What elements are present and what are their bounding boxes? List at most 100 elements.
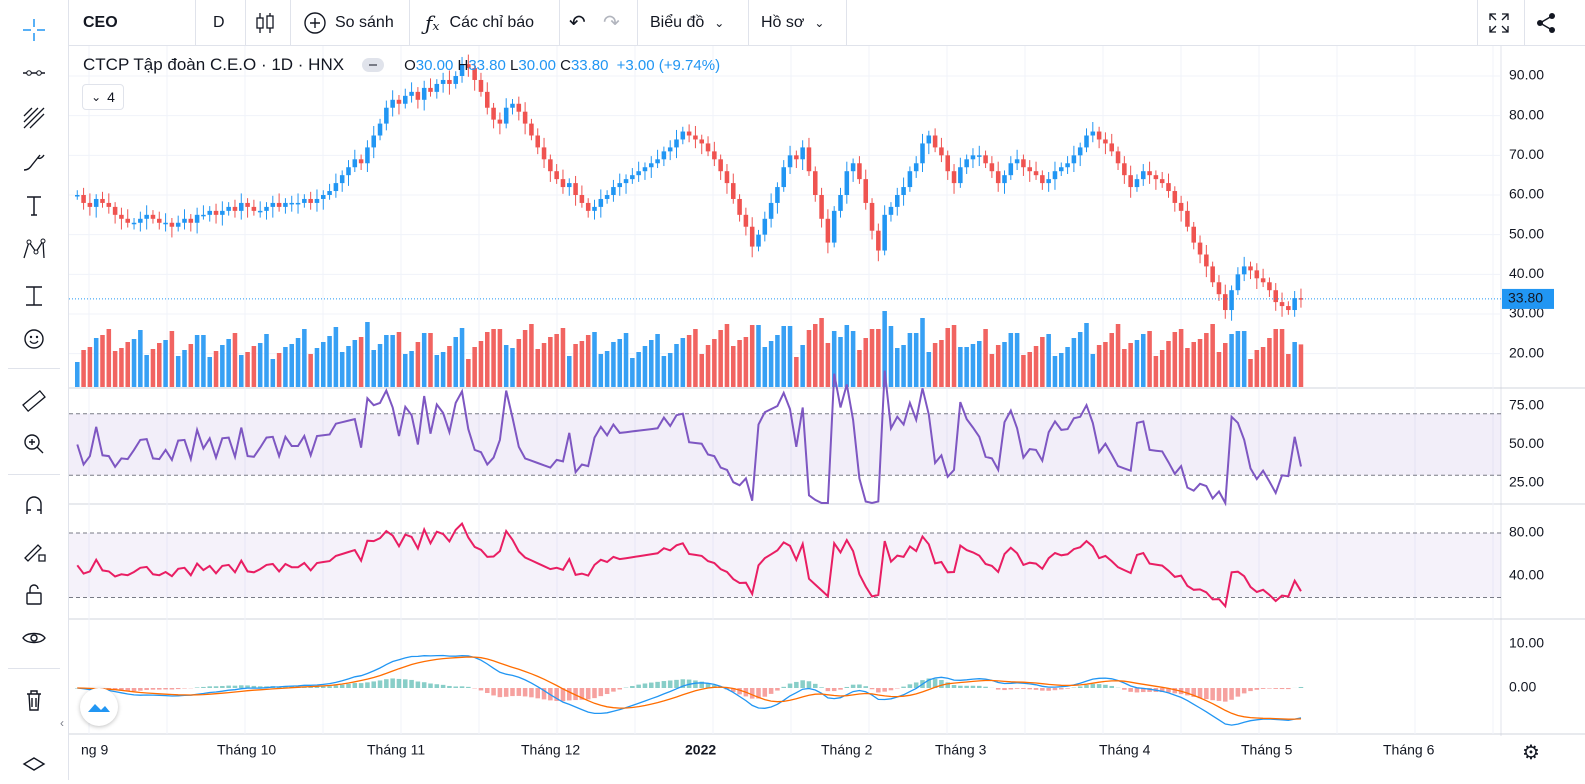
candle-body	[422, 88, 427, 100]
volume-bar	[170, 331, 175, 387]
candle-body	[838, 195, 843, 211]
candle-body	[441, 80, 446, 84]
volume-bar	[945, 328, 950, 387]
fib-tools-icon[interactable]	[14, 100, 54, 136]
zoom-in-icon[interactable]	[14, 426, 54, 462]
volume-bar	[1046, 334, 1051, 387]
volume-bar	[712, 339, 717, 387]
fullscreen-button[interactable]	[1487, 0, 1511, 45]
indicators-label: Các chỉ báo	[450, 14, 535, 32]
ruler-icon[interactable]	[14, 383, 54, 419]
macd-histogram-bar	[214, 686, 219, 688]
candle-body	[453, 76, 458, 84]
candle-body	[1097, 132, 1102, 140]
volume-bar	[1034, 346, 1039, 387]
profile-menu-label: Hồ sơ	[761, 14, 804, 32]
share-button[interactable]	[1535, 0, 1557, 45]
price-tick-label: 70.00	[1509, 146, 1544, 162]
volume-bar	[567, 356, 572, 387]
pattern-icon[interactable]	[14, 232, 54, 268]
candle-body	[1116, 151, 1121, 163]
chart-menu-button[interactable]: Biểu đồ ⌄	[650, 0, 724, 45]
macd-histogram-bar	[794, 682, 799, 688]
drawing-toolbar	[0, 0, 69, 780]
candle-body	[81, 195, 86, 203]
undo-button[interactable]: ↶	[569, 0, 586, 45]
volume-bar	[403, 354, 408, 387]
time-axis-label: Tháng 12	[521, 742, 580, 758]
text-icon[interactable]	[14, 188, 54, 224]
macd-histogram-bar	[870, 688, 875, 689]
macd-histogram-bar	[517, 688, 522, 696]
legend-dot-icon[interactable]	[362, 58, 384, 72]
macd-histogram-bar	[781, 687, 786, 688]
indicators-button[interactable]: ƒₓ Các chỉ báo	[425, 0, 534, 45]
magnet-icon[interactable]	[14, 488, 54, 524]
volume-bar	[1248, 359, 1253, 387]
measure-icon[interactable]	[14, 278, 54, 314]
volume-bar	[1198, 339, 1203, 387]
settings-gear-icon[interactable]: ⚙	[1522, 740, 1540, 765]
volume-bar	[1147, 331, 1152, 387]
toolbar-collapse-arrow-icon[interactable]: ‹	[60, 716, 70, 736]
stoch-tick-label: 80.00	[1509, 524, 1544, 540]
emoji-icon[interactable]	[14, 321, 54, 357]
profile-menu-button[interactable]: Hồ sơ ⌄	[761, 0, 824, 45]
volume-bar	[397, 332, 402, 387]
logo-icon[interactable]	[80, 688, 118, 726]
candle-body	[630, 175, 635, 179]
layers-icon[interactable]	[14, 748, 54, 784]
macd-histogram-bar	[144, 688, 149, 690]
price-tick-label: 80.00	[1509, 106, 1544, 122]
candle-body	[107, 203, 112, 207]
candle-body	[561, 179, 566, 187]
volume-bar	[75, 362, 80, 387]
indicators-collapse-button[interactable]: ⌄ 4	[82, 84, 124, 110]
candle-body	[75, 195, 80, 197]
volume-bar	[277, 353, 282, 387]
macd-histogram-bar	[630, 686, 635, 688]
volume-bar	[964, 347, 969, 387]
lock-drawings-icon[interactable]	[14, 532, 54, 568]
volume-bar	[340, 352, 345, 387]
candle-body	[1273, 290, 1278, 302]
candle-body	[769, 203, 774, 219]
candle-body	[1128, 175, 1133, 187]
macd-histogram-bar	[901, 687, 906, 688]
macd-histogram-bar	[1229, 688, 1234, 700]
candle-body	[1204, 255, 1209, 267]
macd-histogram-bar	[863, 686, 868, 688]
volume-bar	[851, 331, 856, 387]
volume-bar	[636, 352, 641, 387]
crosshair-icon[interactable]	[14, 12, 54, 48]
volume-bar	[1122, 349, 1127, 387]
volume-bar	[718, 330, 723, 387]
candle-body	[945, 155, 950, 171]
volume-bar	[643, 346, 648, 387]
chart-style-button[interactable]	[254, 0, 276, 45]
chart-canvas[interactable]: 90.0080.0070.0060.0050.0040.0030.0020.00…	[69, 46, 1585, 780]
trend-line-icon[interactable]	[14, 55, 54, 91]
trash-icon[interactable]	[14, 682, 54, 718]
volume-bar	[1299, 344, 1304, 387]
macd-histogram-bar	[1109, 686, 1114, 688]
compare-button[interactable]: So sánh	[303, 0, 394, 45]
candle-body	[119, 215, 124, 219]
brush-icon[interactable]	[14, 144, 54, 180]
redo-button[interactable]: ↷	[603, 0, 620, 45]
candle-body	[895, 195, 900, 207]
macd-tick-label: 10.00	[1509, 635, 1544, 651]
candle-body	[781, 167, 786, 187]
volume-bar	[1261, 347, 1266, 387]
volume-bar	[800, 345, 805, 387]
eye-icon[interactable]	[14, 620, 54, 656]
macd-histogram-bar	[1248, 688, 1253, 691]
volume-bar	[794, 357, 799, 387]
candle-body	[1173, 191, 1178, 203]
unlock-icon[interactable]	[14, 576, 54, 612]
macd-histogram-bar	[378, 680, 383, 688]
interval-button[interactable]: D	[213, 0, 225, 45]
volume-bar	[1084, 323, 1089, 387]
symbol-search-button[interactable]: CEO	[83, 0, 118, 45]
candle-body	[485, 92, 490, 108]
